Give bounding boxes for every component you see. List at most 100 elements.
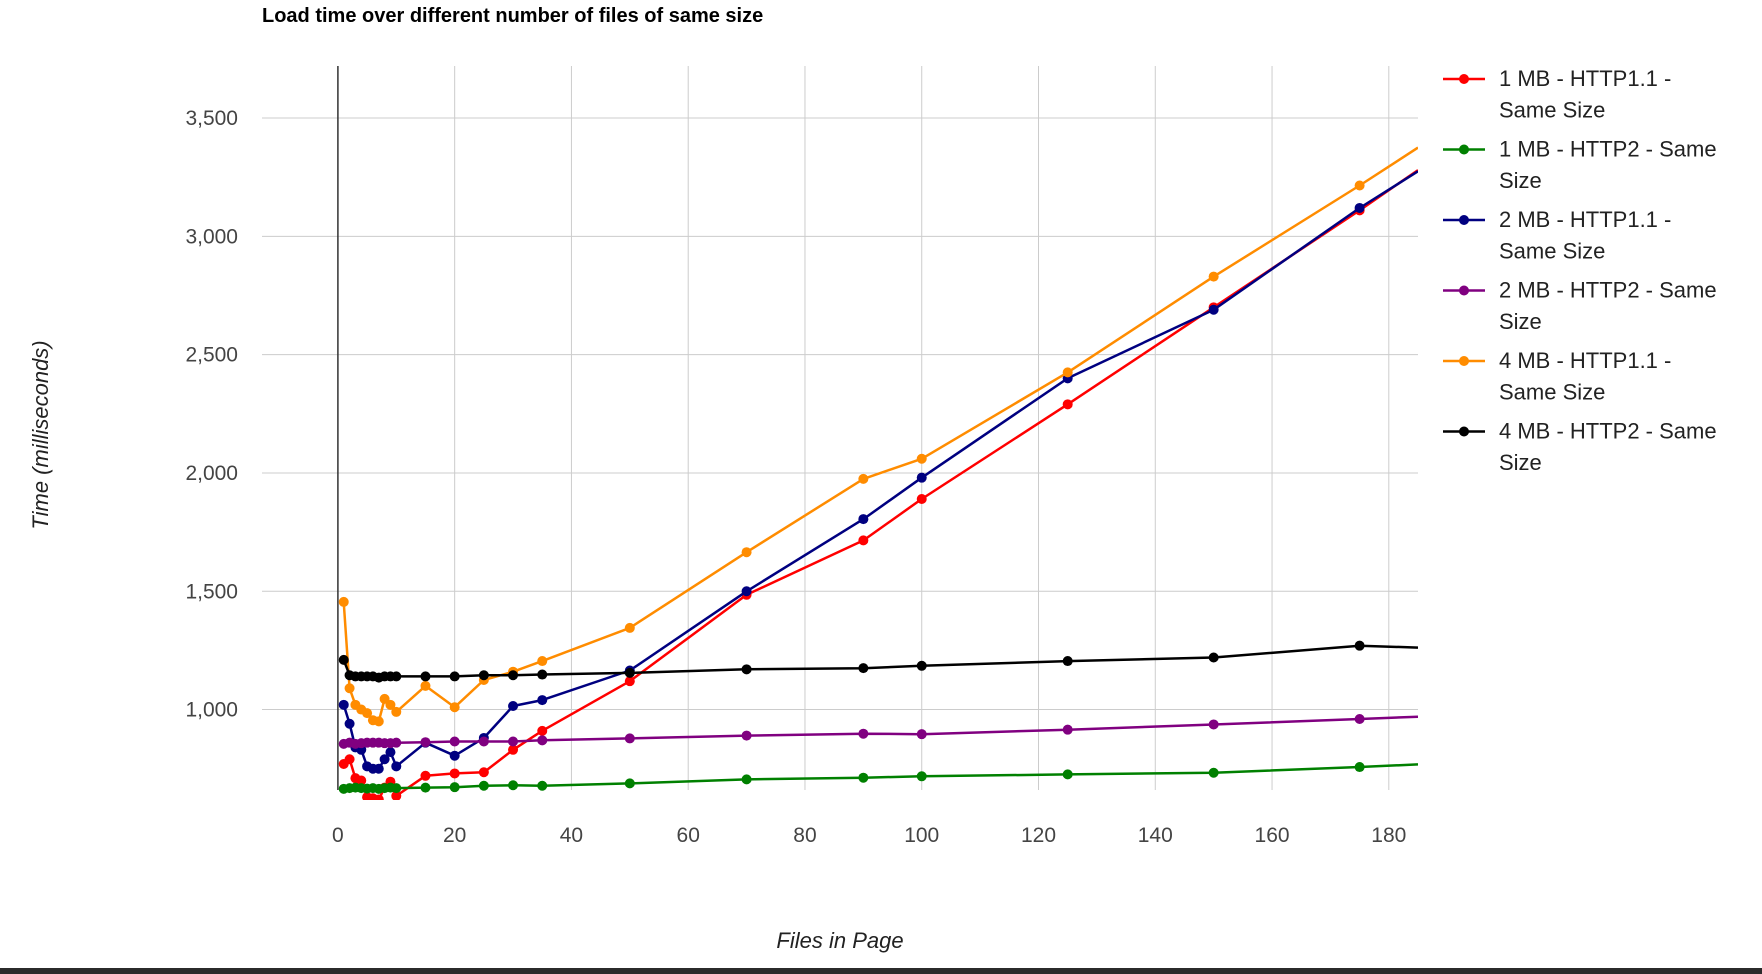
- x-tick-label: 180: [1371, 824, 1406, 847]
- data-point: [741, 664, 752, 675]
- data-point: [1208, 719, 1219, 730]
- series-line: [342, 169, 1418, 800]
- data-point: [916, 771, 927, 782]
- data-point: [741, 586, 752, 597]
- data-point: [420, 737, 431, 748]
- y-axis: 1,000 1,500 2,000 2,500 3,000 3,500: [185, 107, 238, 722]
- legend-item: 1 MB - HTTP2 - Same Size: [1443, 137, 1717, 194]
- series-line: [343, 763, 1418, 791]
- x-tick-label: 20: [443, 824, 466, 847]
- data-point: [391, 706, 402, 717]
- data-point: [916, 660, 927, 671]
- data-point: [449, 702, 460, 713]
- data-point: [624, 778, 635, 789]
- data-point: [391, 761, 402, 772]
- data-point: [1354, 202, 1365, 213]
- data-point: [537, 780, 548, 791]
- y-tick-label: 1,000: [185, 699, 238, 722]
- data-point: [916, 453, 927, 464]
- data-point: [537, 735, 548, 746]
- data-point: [1208, 652, 1219, 663]
- data-point: [338, 596, 349, 607]
- x-tick-label: 0: [332, 824, 344, 847]
- data-point: [344, 718, 355, 729]
- data-point: [1062, 724, 1073, 735]
- data-point: [624, 733, 635, 744]
- legend-item: 4 MB - HTTP1.1 -Same Size: [1443, 348, 1671, 405]
- data-point: [373, 794, 384, 800]
- data-point: [379, 754, 390, 765]
- x-tick-label: 160: [1255, 824, 1290, 847]
- plot-area: [338, 146, 1418, 800]
- data-point: [858, 728, 869, 739]
- data-point: [508, 780, 519, 791]
- chart-title: Load time over different number of files…: [262, 5, 763, 27]
- legend-swatch-marker: [1459, 215, 1469, 225]
- series-5: [338, 146, 1418, 727]
- data-point: [478, 767, 489, 778]
- data-point: [858, 663, 869, 674]
- data-point: [508, 701, 519, 712]
- series-line: [342, 170, 1418, 770]
- data-point: [391, 737, 402, 748]
- data-point: [420, 680, 431, 691]
- legend-label: 2 MB - HTTP2 - Same Size: [1499, 278, 1717, 335]
- y-tick-label: 2,500: [185, 344, 238, 367]
- series-6: [338, 640, 1418, 683]
- data-point: [373, 763, 384, 774]
- data-point: [1208, 304, 1219, 315]
- y-tick-label: 3,500: [185, 107, 238, 130]
- data-point: [338, 699, 349, 710]
- data-point: [858, 473, 869, 484]
- data-point: [356, 775, 367, 786]
- x-axis-title: Files in Page: [776, 928, 903, 953]
- grid: [262, 66, 1418, 790]
- x-tick-label: 40: [560, 824, 583, 847]
- data-point: [391, 783, 402, 794]
- x-tick-label: 140: [1138, 824, 1173, 847]
- data-point: [385, 747, 396, 758]
- data-point: [449, 671, 460, 682]
- data-point: [385, 699, 396, 710]
- series-4: [338, 714, 1418, 749]
- data-point: [624, 667, 635, 678]
- y-tick-label: 1,500: [185, 580, 238, 603]
- data-point: [741, 547, 752, 558]
- legend-item: 2 MB - HTTP2 - Same Size: [1443, 278, 1717, 335]
- legend: 1 MB - HTTP1.1 -Same Size 1 MB - HTTP2 - …: [1443, 66, 1717, 475]
- data-point: [858, 772, 869, 783]
- data-point: [391, 671, 402, 682]
- x-tick-label: 120: [1021, 824, 1056, 847]
- legend-label: 1 MB - HTTP2 - Same Size: [1499, 137, 1717, 194]
- data-point: [624, 622, 635, 633]
- data-point: [916, 729, 927, 740]
- data-point: [508, 744, 519, 755]
- legend-label: 2 MB - HTTP1.1 -Same Size: [1499, 207, 1671, 264]
- data-point: [420, 782, 431, 793]
- data-point: [478, 780, 489, 791]
- data-point: [858, 535, 869, 546]
- data-point: [420, 770, 431, 781]
- data-point: [916, 472, 927, 483]
- legend-label: 4 MB - HTTP1.1 -Same Size: [1499, 348, 1671, 405]
- legend-label: 1 MB - HTTP1.1 -Same Size: [1499, 66, 1671, 123]
- series-line: [342, 146, 1418, 723]
- data-point: [1208, 767, 1219, 778]
- legend-swatch-marker: [1459, 144, 1469, 155]
- data-point: [741, 730, 752, 741]
- data-point: [344, 754, 355, 765]
- data-point: [537, 725, 548, 736]
- data-point: [478, 670, 489, 681]
- data-point: [449, 736, 460, 747]
- x-tick-label: 100: [904, 824, 939, 847]
- data-point: [478, 736, 489, 747]
- x-tick-label: 80: [793, 824, 816, 847]
- data-point: [1062, 367, 1073, 378]
- legend-item: 1 MB - HTTP1.1 -Same Size: [1443, 66, 1671, 123]
- x-axis: 0 20 40 60 80 100 120 140 160 180: [332, 824, 1406, 847]
- legend-swatch-marker: [1459, 426, 1469, 437]
- legend-item: 4 MB - HTTP2 - Same Size: [1443, 419, 1717, 475]
- data-point: [508, 736, 519, 747]
- data-point: [537, 669, 548, 680]
